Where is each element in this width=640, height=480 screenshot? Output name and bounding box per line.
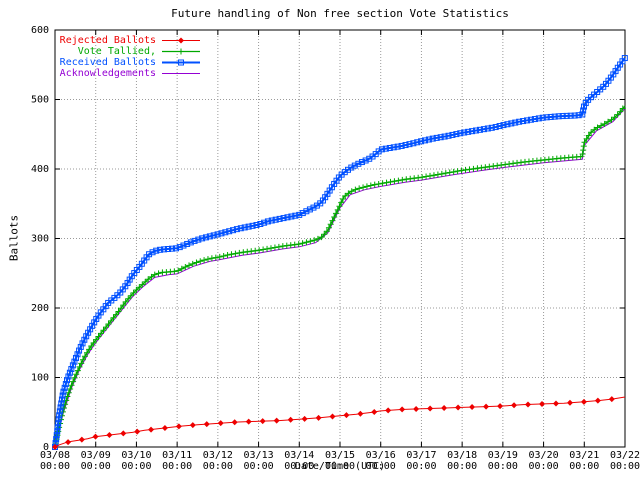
x-tick-time-label: 00:00 <box>284 461 314 472</box>
x-tick-time-label: 00:00 <box>40 461 70 472</box>
x-tick-date-label: 03/09 <box>81 450 111 461</box>
x-tick-date-label: 03/17 <box>406 450 436 461</box>
series-received-ballots <box>52 55 628 450</box>
x-tick-time-label: 00:00 <box>366 461 396 472</box>
x-tick-time-label: 00:00 <box>406 461 436 472</box>
y-tick-label: 600 <box>31 25 49 36</box>
x-tick-time-label: 00:00 <box>529 461 559 472</box>
x-tick-time-label: 00:00 <box>81 461 111 472</box>
y-tick-label: 0 <box>43 442 49 453</box>
legend-sample-plus-icon <box>162 48 200 54</box>
plot-border <box>54 29 626 448</box>
legend-label: Rejected Ballots <box>59 34 156 46</box>
x-tick-time-label: 00:00 <box>203 461 233 472</box>
y-tick-label: 300 <box>31 234 49 245</box>
legend-sample-none-icon <box>162 72 200 74</box>
x-tick-time-label: 00:00 <box>325 461 355 472</box>
x-tick-time-label: 00:00 <box>162 461 192 472</box>
chart-legend: Rejected Ballots Vote Tallied, Received Ba… <box>58 35 201 79</box>
chart-title: Future handling of Non free section Vote… <box>171 7 509 20</box>
legend-item: Rejected Ballots <box>58 34 201 46</box>
x-axis-label: Date/Time (UTC) <box>294 461 386 472</box>
legend-item: Acknowledgements <box>58 67 201 79</box>
x-tick-date-label: 03/19 <box>488 450 518 461</box>
x-tick-date-label: 03/12 <box>203 450 233 461</box>
y-tick-label: 500 <box>31 95 49 106</box>
legend-label: Received Ballots <box>59 56 156 68</box>
x-tick-date-label: 03/13 <box>244 450 274 461</box>
x-tick-time-label: 00:00 <box>488 461 518 472</box>
x-tick-time-label: 00:00 <box>569 461 599 472</box>
legend-label: Vote Tallied, <box>77 45 156 57</box>
x-tick-date-label: 03/10 <box>121 450 151 461</box>
y-tick-label: 400 <box>31 164 49 175</box>
x-tick-date-label: 03/14 <box>284 450 314 461</box>
x-tick-date-label: 03/15 <box>325 450 355 461</box>
x-tick-time-label: 00:00 <box>244 461 274 472</box>
legend-item: Received Ballots <box>58 56 201 68</box>
x-tick-time-label: 00:00 <box>121 461 151 472</box>
y-tick-label: 100 <box>31 373 49 384</box>
legend-sample-diamond-icon <box>162 37 200 43</box>
legend-sample-square-icon <box>162 59 200 65</box>
y-tick-label: 200 <box>31 303 49 314</box>
x-tick-date-label: 03/22 <box>610 450 640 461</box>
x-tick-time-label: 00:00 <box>610 461 640 472</box>
legend-item: Vote Tallied, <box>58 45 201 57</box>
x-tick-date-label: 03/18 <box>447 450 477 461</box>
x-tick-date-label: 03/16 <box>366 450 396 461</box>
x-tick-date-label: 03/11 <box>162 450 192 461</box>
series-vote-tallied <box>52 105 626 450</box>
x-tick-date-label: 03/21 <box>569 450 599 461</box>
x-tick-time-label: 00:00 <box>447 461 477 472</box>
legend-label: Acknowledgements <box>59 67 156 79</box>
series-rejected-ballots <box>52 396 626 450</box>
x-tick-date-label: 03/20 <box>529 450 559 461</box>
x-tick-date-label: 03/08 <box>40 450 70 461</box>
